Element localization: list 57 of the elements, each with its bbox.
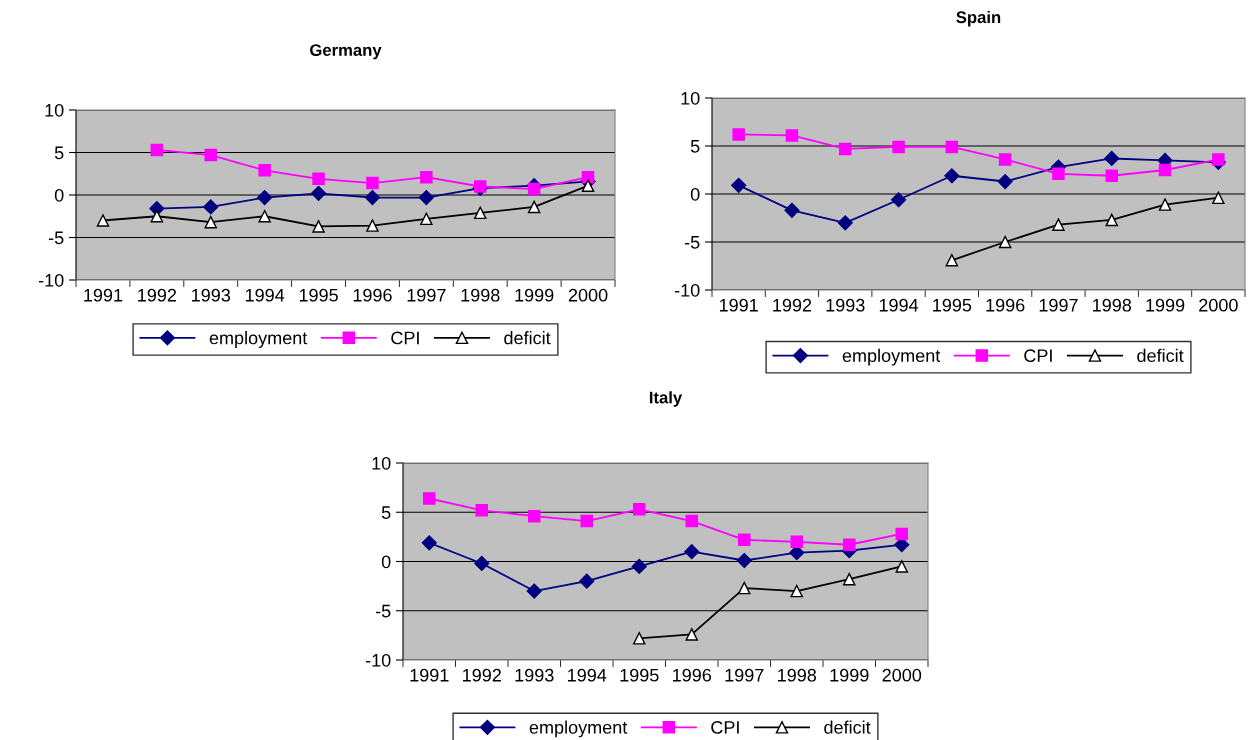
y-tick-label: -5 [684, 236, 700, 249]
y-tick-label: -10 [365, 653, 391, 667]
chart-title: Italy [649, 391, 683, 407]
y-tick-label: 10 [45, 103, 64, 117]
x-tick-label: 1998 [1093, 298, 1132, 312]
y-tick-label: 10 [681, 91, 700, 105]
chart-title: Germany [310, 44, 382, 60]
x-tick-label: 1999 [830, 668, 869, 682]
legend-label: employment [842, 348, 941, 366]
y-tick-label: 0 [381, 555, 391, 569]
x-tick-label: 1993 [826, 298, 865, 312]
y-tick-label: -5 [375, 604, 391, 618]
legend-label: CPI [1024, 349, 1052, 363]
x-tick-label: 1992 [773, 298, 812, 312]
legend-label: deficit [824, 720, 871, 734]
y-tick-label: 5 [381, 506, 391, 519]
y-tick-label: 5 [690, 140, 700, 153]
legend-label: employment [529, 720, 628, 738]
x-tick-label: 1997 [407, 288, 446, 302]
x-tick-label: 1992 [138, 288, 177, 302]
x-tick-label: 1995 [933, 298, 972, 312]
x-tick-label: 2000 [568, 288, 608, 302]
legend-label: deficit [504, 331, 551, 345]
chart-title: Spain [956, 10, 1001, 27]
y-tick-label: 0 [54, 188, 64, 202]
y-tick-label: -5 [48, 231, 64, 245]
x-tick-label: 1998 [778, 668, 817, 682]
x-tick-label: 1997 [725, 668, 764, 682]
x-tick-label: 2000 [1199, 298, 1238, 312]
x-tick-label: 1994 [568, 668, 607, 682]
x-tick-label: 1994 [879, 298, 919, 312]
y-tick-label: -10 [38, 273, 64, 287]
y-tick-label: 0 [690, 187, 700, 201]
x-tick-label: 1996 [353, 288, 392, 302]
x-tick-label: 1991 [84, 288, 123, 302]
legend-label: employment [209, 331, 308, 348]
y-tick-label: -10 [674, 283, 700, 297]
y-tick-label: 5 [54, 146, 64, 160]
x-tick-label: 1992 [463, 668, 501, 682]
legend-label: CPI [391, 331, 419, 345]
x-tick-label: 1999 [1146, 298, 1185, 312]
x-tick-label: 1995 [299, 288, 338, 302]
x-tick-label: 1999 [515, 288, 554, 302]
x-tick-label: 1991 [719, 298, 758, 312]
x-tick-label: 2000 [882, 668, 922, 682]
x-tick-label: 1998 [461, 288, 500, 302]
y-tick-label: 10 [372, 456, 391, 470]
legend-label: CPI [711, 721, 739, 734]
x-tick-label: 1995 [620, 668, 659, 682]
x-tick-label: 1996 [986, 298, 1025, 312]
x-tick-label: 1996 [673, 668, 712, 682]
x-tick-label: 1991 [410, 668, 449, 682]
x-tick-label: 1997 [1039, 298, 1078, 312]
x-tick-label: 1994 [245, 288, 285, 302]
x-tick-label: 1993 [515, 668, 554, 682]
legend-label: deficit [1137, 348, 1184, 363]
x-tick-label: 1993 [192, 288, 231, 302]
